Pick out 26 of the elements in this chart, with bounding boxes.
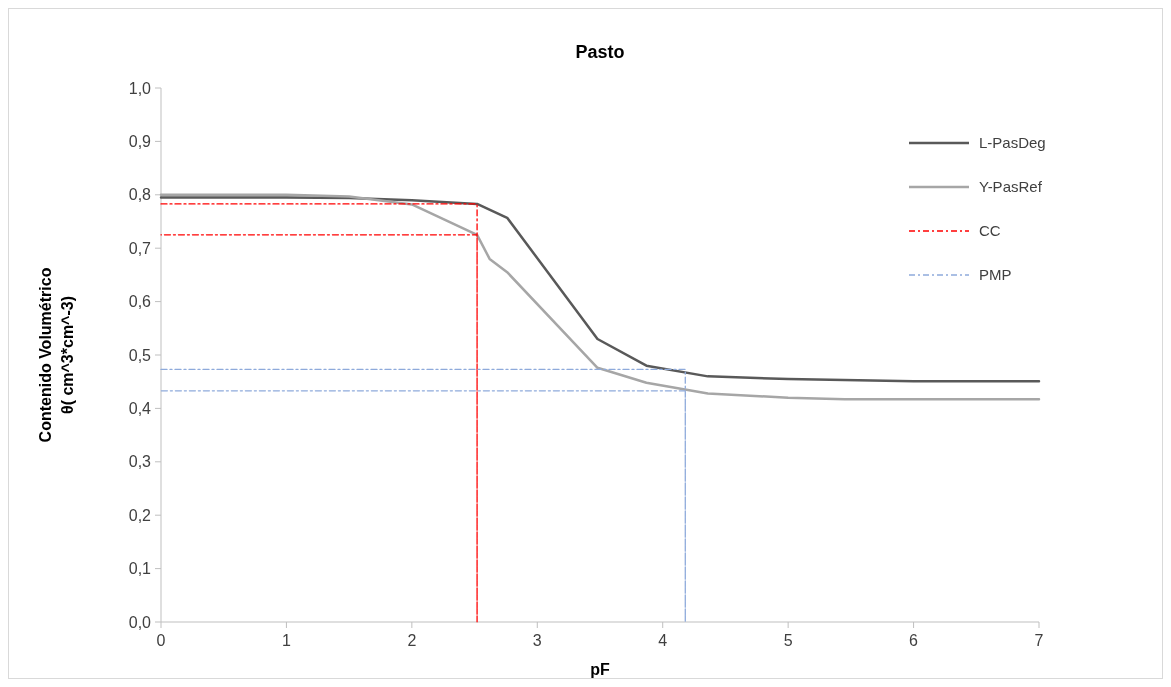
y-tick-label: 0,9: [128, 133, 152, 150]
x-tick-label: 0: [156, 632, 166, 649]
y-tick-label: 0,5: [128, 346, 152, 364]
x-tick-label: 2: [407, 632, 417, 649]
x-tick-label: 6: [909, 632, 919, 649]
x-tick-label: 5: [783, 632, 793, 649]
legend-label: PMP: [979, 266, 1012, 284]
y-tick-label: 1,0: [128, 79, 152, 97]
y-tick-label: 0,7: [128, 239, 152, 257]
x-axis-title: pF: [590, 661, 610, 678]
legend-label: L-PasDeg: [979, 134, 1046, 152]
y-tick-label: 0,8: [128, 186, 152, 204]
x-tick-label: 3: [532, 632, 542, 649]
x-tick-label: 7: [1034, 632, 1044, 649]
y-tick-label: 0,3: [128, 453, 152, 471]
x-tick-label: 4: [658, 632, 668, 649]
y-tick-label: 0,1: [128, 560, 152, 578]
legend-label: CC: [979, 222, 1001, 240]
legend-label: Y-PasRef: [979, 178, 1043, 196]
y-tick-label: 0,4: [128, 400, 152, 417]
x-tick-label: 1: [281, 632, 291, 649]
y-tick-label: 0,0: [128, 613, 152, 631]
chart-title: Pasto: [575, 42, 625, 62]
y-tick-label: 0,6: [128, 293, 152, 311]
y-axis-title: Contenido Volumétrico θ( cm^3*cm^-3): [37, 267, 76, 443]
y-tick-label: 0,2: [128, 506, 152, 524]
